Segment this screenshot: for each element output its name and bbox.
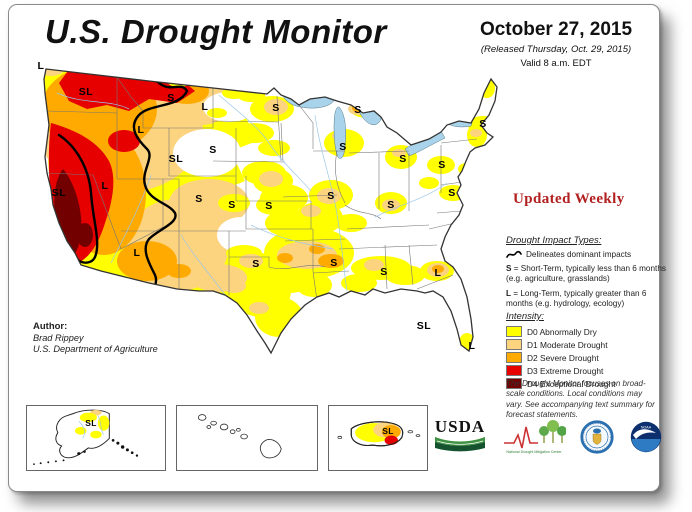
alaska-inset: SL (26, 405, 166, 471)
d2-label: D2 Severe Drought (527, 352, 599, 363)
disclaimer-note: The Drought Monitor focuses on broad-sca… (506, 379, 655, 420)
puerto-rico-map-svg (337, 421, 421, 447)
d3-label: D3 Extreme Drought (527, 365, 604, 376)
map-label-s: S (265, 200, 273, 212)
legend-item-d4: D4 Exceptional Drought (506, 378, 666, 389)
map-label-s: S (438, 159, 446, 171)
intensity-legend: Intensity: D0 Abnormally Dry D1 Moderate… (506, 311, 666, 391)
map-label-s: S (380, 266, 388, 278)
released-date: (Released Thursday, Oct. 29, 2015) (480, 44, 632, 55)
delineates-label: Delineates dominant impacts (526, 250, 632, 259)
author-name: Brad Rippey (33, 333, 84, 343)
map-label-s: S (228, 199, 236, 211)
alaska-map-svg (33, 409, 139, 465)
legend-item-d0: D0 Abnormally Dry (506, 326, 666, 337)
map-label-l: L (468, 340, 476, 352)
map-label-l: L (137, 124, 145, 136)
usda-logo: USDA (433, 418, 487, 457)
d4-label: D4 Exceptional Drought (527, 378, 616, 389)
impact-types-heading: Drought Impact Types: (506, 235, 602, 246)
conus-map: L SL S L S S L S SL L SL S S S S S S S S S S L S S S L SL L (29, 53, 514, 398)
puerto-rico-inset: SL (328, 405, 428, 471)
map-date: October 27, 2015 (479, 19, 633, 40)
author-heading: Author: (33, 321, 68, 332)
legend-item-d3: D3 Extreme Drought (506, 365, 666, 376)
map-label-sl: SL (78, 86, 94, 98)
map-label-sl: SL (51, 187, 67, 199)
map-label-l: L (101, 180, 109, 192)
d1-swatch (506, 339, 522, 350)
hawaii-inset (176, 405, 318, 471)
d4-swatch (506, 378, 522, 389)
map-label-s: S (252, 258, 260, 270)
hawaii-map-svg (197, 414, 282, 459)
map-label-s: S (448, 187, 456, 199)
d0-swatch (506, 326, 522, 337)
map-label-sl: SL (416, 320, 432, 332)
date-block: October 27, 2015 (Released Thursday, Oct… (431, 19, 681, 69)
legend-item-d2: D2 Severe Drought (506, 352, 666, 363)
impact-delineation-icon (506, 250, 522, 258)
map-label-s: S (330, 257, 338, 269)
map-label-s: S (399, 153, 407, 165)
d2-swatch (506, 352, 522, 363)
svg-text:NOAA: NOAA (641, 426, 652, 430)
long-term-definition: L = Long-Term, typically greater than 6 … (506, 288, 647, 308)
logo-row: USDA National Drought Mitigation Center (433, 409, 663, 465)
author-block: Author: Brad Rippey U.S. Department of A… (33, 321, 158, 354)
map-label-l: L (133, 247, 141, 259)
page-title: U.S. Drought Monitor (45, 13, 387, 50)
drought-monitor-page: U.S. Drought Monitor October 27, 2015 (R… (8, 4, 666, 492)
impact-types-legend: Drought Impact Types: Delineates dominan… (506, 235, 666, 313)
map-label-s: S (387, 199, 395, 211)
updated-weekly-note: Updated Weekly (513, 191, 625, 207)
conus-map-svg (43, 68, 498, 355)
usda-logo-text: USDA (434, 416, 486, 436)
map-label-s: S (167, 92, 175, 104)
usda-field-icon (435, 436, 485, 451)
legend-item-d1: D1 Moderate Drought (506, 339, 666, 350)
map-label-l: L (201, 101, 209, 113)
doc-seal-icon (580, 420, 614, 454)
noaa-icon: NOAA (630, 421, 662, 453)
map-label-s: S (339, 141, 347, 153)
map-label-sl: SL (168, 153, 184, 165)
author-org: U.S. Department of Agriculture (33, 344, 158, 354)
map-label-s: S (272, 102, 280, 114)
ndmc-logo-text: National Drought Mitigation Center (506, 450, 562, 454)
map-label-l: L (37, 60, 45, 72)
map-label-sl: SL (85, 418, 97, 428)
map-label-s: S (479, 118, 487, 130)
map-label-sl: SL (382, 426, 394, 436)
map-label-s: S (209, 144, 217, 156)
d1-label: D1 Moderate Drought (527, 339, 608, 350)
d0-label: D0 Abnormally Dry (527, 326, 597, 337)
map-label-s: S (354, 104, 362, 116)
short-term-definition: S = Short-Term, typically less than 6 mo… (506, 264, 666, 283)
map-label-s: S (327, 190, 335, 202)
map-label-l: L (434, 267, 442, 279)
valid-time: Valid 8 a.m. EDT (520, 58, 592, 69)
d3-swatch (506, 365, 522, 376)
map-label-s: S (195, 193, 203, 205)
intensity-heading: Intensity: (506, 311, 545, 322)
ndmc-logo: National Drought Mitigation Center (503, 420, 566, 454)
